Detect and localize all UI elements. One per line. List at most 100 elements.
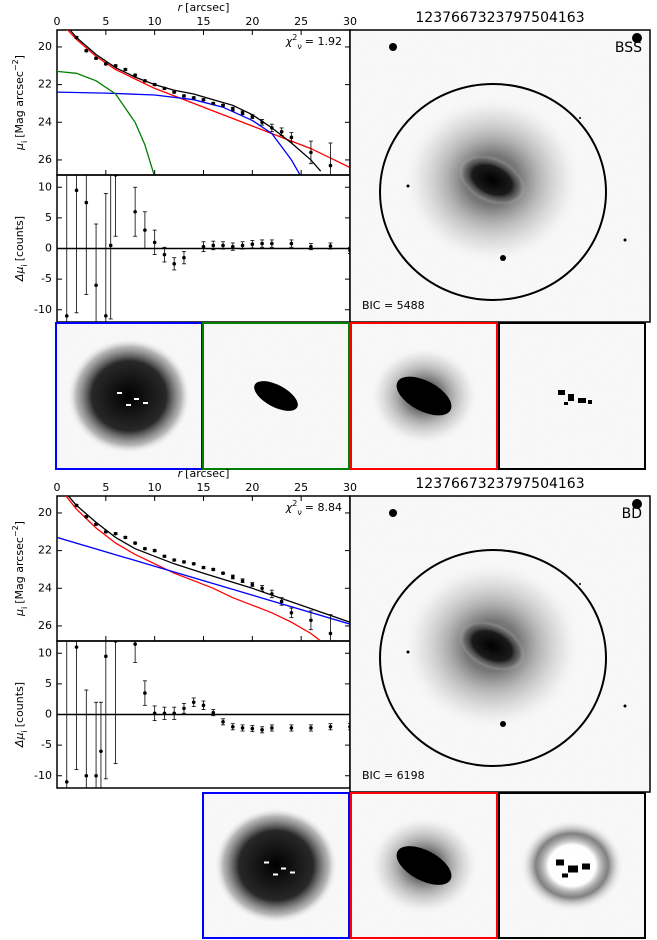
y-tick-label: 26 bbox=[38, 619, 52, 632]
star bbox=[500, 721, 506, 727]
y-tick-label: -10 bbox=[34, 303, 52, 316]
component-frame bbox=[350, 322, 498, 470]
data-point bbox=[152, 711, 157, 716]
data-point bbox=[240, 578, 245, 583]
component-frame bbox=[498, 322, 646, 470]
y-axis-label: Δμi [counts] bbox=[13, 682, 29, 748]
star bbox=[632, 33, 642, 43]
x-axis-label-part: r bbox=[178, 1, 184, 14]
data-point bbox=[84, 48, 89, 53]
y-axis-label-part: μ bbox=[13, 143, 26, 151]
speck bbox=[143, 402, 148, 404]
y-tick-label: 22 bbox=[38, 78, 52, 91]
y-axis-label-part: −2 bbox=[11, 59, 20, 71]
y-tick-label: -5 bbox=[41, 272, 52, 285]
y-axis-label-part: Δμ bbox=[13, 267, 26, 283]
y-axis-label-part: i bbox=[20, 607, 29, 609]
fit-statistic-part: 2 bbox=[292, 33, 297, 42]
y-axis-label-part: i bbox=[20, 730, 29, 732]
x-tick-label: 10 bbox=[148, 481, 162, 494]
data-point bbox=[221, 720, 225, 724]
data-point bbox=[172, 90, 176, 94]
galaxy-core bbox=[458, 621, 526, 671]
component bbox=[67, 338, 191, 454]
data-point bbox=[201, 97, 206, 102]
data-point bbox=[201, 703, 206, 708]
data-point bbox=[113, 641, 118, 643]
speck bbox=[558, 390, 565, 395]
y-axis-label-part: ] bbox=[13, 55, 26, 59]
data-point bbox=[74, 503, 79, 508]
model-line bbox=[69, 30, 322, 172]
model-line bbox=[67, 496, 350, 623]
galaxy-core bbox=[458, 155, 526, 205]
data-point bbox=[104, 62, 108, 66]
data-point bbox=[152, 240, 157, 245]
component bbox=[396, 376, 452, 416]
data-point bbox=[104, 529, 108, 534]
component-image bbox=[498, 792, 646, 939]
data-point bbox=[270, 241, 274, 246]
y-axis-label-part: [Mag arcsec bbox=[13, 71, 26, 138]
star bbox=[500, 255, 506, 261]
data-point bbox=[94, 283, 98, 288]
speck bbox=[578, 398, 586, 403]
data-point bbox=[250, 114, 255, 119]
y-tick-label: -10 bbox=[34, 769, 52, 782]
data-point bbox=[182, 560, 186, 564]
speck bbox=[117, 392, 122, 394]
star bbox=[406, 184, 410, 188]
panel-title: 1237667323797504163 bbox=[415, 476, 584, 492]
x-tick-label: 0 bbox=[54, 15, 61, 28]
x-tick-label: 15 bbox=[197, 15, 211, 28]
data-point bbox=[133, 209, 137, 214]
data-point bbox=[328, 724, 333, 729]
data-point bbox=[270, 592, 274, 596]
y-axis-label-part: −2 bbox=[11, 525, 20, 537]
data-point bbox=[113, 63, 118, 68]
data-point bbox=[309, 618, 313, 623]
component-frame bbox=[498, 792, 646, 939]
data-point bbox=[162, 252, 167, 257]
x-tick-label: 0 bbox=[54, 481, 61, 494]
x-tick-label: 20 bbox=[245, 15, 259, 28]
galaxy-image bbox=[350, 30, 650, 322]
speck bbox=[290, 871, 295, 874]
galaxy-image bbox=[350, 496, 650, 792]
fit-statistic-part: = 1.92 bbox=[305, 35, 342, 48]
aperture bbox=[379, 83, 607, 301]
speck bbox=[281, 867, 286, 870]
y-tick-label: 10 bbox=[38, 646, 52, 659]
data-point bbox=[221, 571, 225, 576]
y-axis-label: μi [Mag arcsec−2] bbox=[11, 521, 29, 617]
data-point bbox=[182, 706, 186, 711]
plot-area bbox=[57, 496, 350, 641]
data-point bbox=[152, 82, 157, 87]
plot-area bbox=[57, 30, 350, 175]
speck bbox=[564, 402, 568, 405]
data-point bbox=[231, 575, 235, 579]
x-tick-label: 10 bbox=[148, 15, 162, 28]
data-point bbox=[191, 95, 196, 100]
y-tick-label: 24 bbox=[38, 115, 52, 128]
fit-statistic: χ2ν = 8.84 bbox=[285, 499, 342, 517]
data-point bbox=[64, 314, 69, 318]
fit-statistic-part: = 8.84 bbox=[305, 501, 342, 514]
data-point bbox=[279, 599, 284, 604]
data-point bbox=[250, 582, 255, 587]
y-axis-label-part: ] bbox=[13, 521, 26, 525]
data-point bbox=[201, 244, 206, 249]
data-point bbox=[211, 710, 216, 715]
model-label: BD bbox=[622, 506, 642, 522]
speck bbox=[134, 398, 139, 400]
speck bbox=[568, 394, 574, 401]
data-point bbox=[231, 724, 235, 729]
data-point bbox=[231, 107, 235, 111]
data-point bbox=[133, 642, 137, 646]
data-point bbox=[309, 726, 313, 730]
data-point bbox=[328, 631, 333, 636]
data-point bbox=[309, 244, 313, 249]
data-point bbox=[74, 188, 79, 193]
y-axis-label-part: μ bbox=[13, 609, 26, 617]
